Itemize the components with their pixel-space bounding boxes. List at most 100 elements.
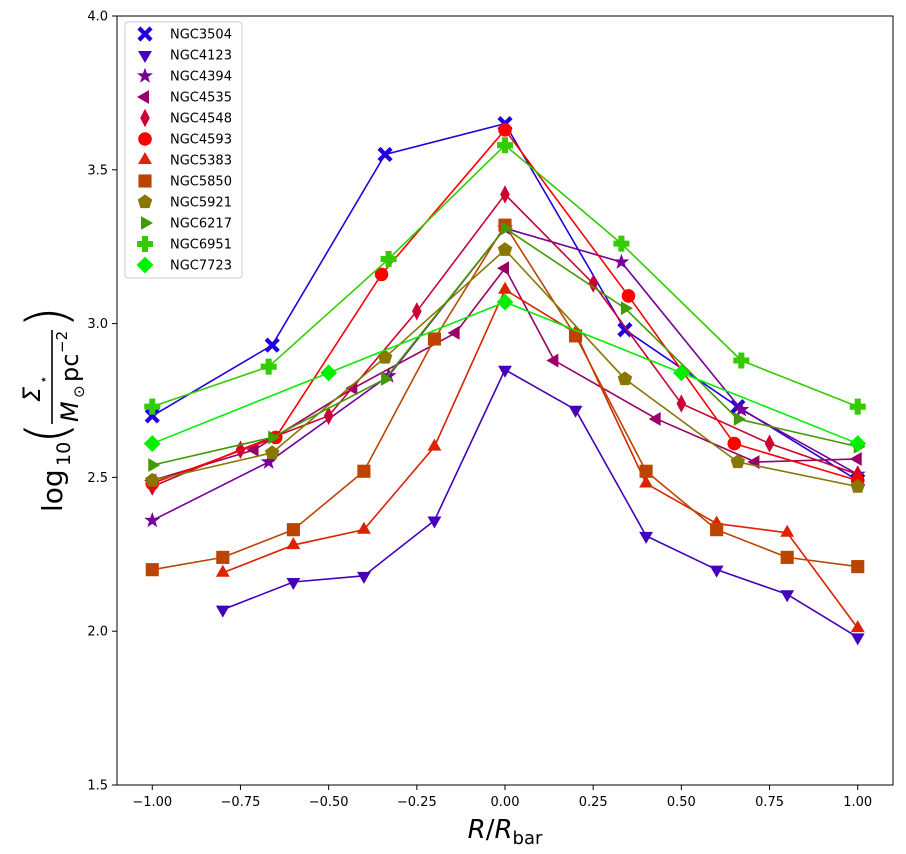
y-tick-label: 3.0 — [87, 317, 108, 332]
data-point-ngc4123 — [850, 633, 865, 646]
data-point-ngc4535 — [246, 442, 259, 457]
svg-text:⊙: ⊙ — [70, 385, 88, 398]
data-point-ngc3504 — [144, 408, 160, 424]
data-point-ngc5850 — [145, 563, 159, 577]
legend-label-ngc4123: NGC4123 — [170, 49, 232, 64]
data-point-ngc4123 — [215, 605, 230, 618]
y-tick-label: 3.5 — [87, 163, 108, 178]
data-point-ngc5921 — [145, 472, 160, 487]
legend-marker-ngc4123 — [138, 51, 152, 63]
svg-text:Σ: Σ — [18, 386, 46, 402]
data-point-ngc6217 — [381, 372, 394, 386]
x-tick-label: −1.00 — [132, 795, 172, 810]
legend: NGC3504 NGC4123 NGC4394 NGC4535 NGC4548 NGC45… — [124, 21, 243, 279]
data-point-ngc4394 — [733, 401, 750, 417]
x-tick-label: 0.75 — [755, 795, 784, 810]
x-tick-label: −0.50 — [309, 795, 349, 810]
data-point-ngc5383 — [427, 438, 442, 451]
series-ngc4123 — [215, 365, 865, 646]
data-point-ngc3504 — [264, 337, 280, 353]
data-point-ngc4394 — [260, 453, 277, 469]
data-point-ngc5850 — [286, 523, 300, 537]
data-point-ngc5383 — [286, 537, 301, 550]
legend-label-ngc4394: NGC4394 — [170, 70, 232, 85]
data-point-ngc6217 — [733, 412, 746, 426]
data-point-ngc5850 — [710, 523, 724, 537]
y-tick-label: 4.0 — [87, 10, 108, 25]
legend-marker-ngc5850 — [138, 174, 152, 188]
legend-marker-ngc4394 — [137, 67, 153, 83]
data-point-ngc4548 — [764, 434, 775, 453]
svg-text:log: log — [36, 469, 69, 512]
data-point-ngc4593 — [727, 436, 742, 451]
data-point-ngc7723 — [496, 293, 514, 311]
x-tick-label: 0.25 — [579, 795, 608, 810]
data-point-ngc4535 — [497, 261, 509, 276]
y-axis: 1.5 2.0 2.5 3.0 3.5 4.0 — [87, 10, 117, 794]
svg-text:R/Rbar: R/Rbar — [468, 815, 543, 849]
data-point-ngc4535 — [648, 412, 661, 426]
data-point-ngc7723 — [143, 435, 161, 452]
legend-label-ngc4535: NGC4535 — [170, 91, 232, 106]
legend-label-ngc6217: NGC6217 — [170, 217, 232, 232]
data-point-ngc5921 — [730, 454, 746, 469]
svg-text:⋆: ⋆ — [36, 375, 52, 384]
data-point-ngc4535 — [546, 353, 559, 368]
y-tick-label: 1.5 — [87, 779, 108, 794]
data-point-ngc4123 — [709, 565, 724, 578]
y-axis-title: log 10 ( Σ ⋆ M ⊙ pc −2 ) — [15, 306, 88, 512]
legend-label-ngc4593: NGC4593 — [170, 133, 232, 148]
data-point-ngc5921 — [264, 445, 280, 459]
data-point-ngc5921 — [850, 479, 865, 493]
data-point-ngc4123 — [780, 590, 795, 603]
data-point-ngc4123 — [286, 577, 301, 590]
series-layer — [143, 116, 867, 646]
legend-label-ngc4548: NGC4548 — [170, 112, 232, 127]
series-ngc7723 — [143, 293, 867, 452]
data-point-ngc4535 — [447, 325, 460, 340]
series-ngc5921 — [145, 242, 865, 493]
data-point-ngc4548 — [412, 302, 422, 321]
data-point-ngc4123 — [498, 365, 512, 378]
legend-marker-ngc4593 — [138, 132, 152, 146]
data-point-ngc5383 — [639, 475, 654, 488]
svg-text:10: 10 — [53, 442, 75, 466]
data-point-ngc6951 — [733, 352, 750, 369]
data-point-ngc5850 — [568, 329, 583, 343]
legend-label-ngc5383: NGC5383 — [170, 154, 232, 169]
data-point-ngc4394 — [613, 253, 630, 269]
data-point-ngc6951 — [144, 398, 161, 415]
data-point-ngc5850 — [639, 464, 653, 478]
legend-marker-ngc4535 — [137, 90, 149, 104]
data-point-ngc5921 — [377, 349, 393, 364]
legend-label-ngc5921: NGC5921 — [170, 196, 232, 211]
data-point-ngc5921 — [497, 242, 513, 256]
svg-text:(: ( — [15, 422, 80, 444]
svg-text:pc: pc — [56, 354, 84, 382]
data-point-ngc4593 — [621, 289, 636, 303]
x-tick-label: −0.75 — [221, 795, 261, 810]
svg-text:M: M — [56, 401, 84, 422]
data-point-ngc7723 — [320, 364, 338, 382]
data-point-ngc3504 — [377, 146, 393, 163]
legend-marker-ngc4548 — [140, 108, 150, 128]
data-point-ngc6951 — [849, 398, 866, 415]
x-tick-label: −0.25 — [397, 795, 437, 810]
data-point-ngc4535 — [849, 452, 862, 466]
legend-label-ngc7723: NGC7723 — [170, 259, 232, 274]
data-point-ngc5850 — [780, 550, 794, 564]
data-point-ngc5850 — [216, 550, 230, 564]
series-line-ngc5383 — [222, 288, 859, 629]
data-point-ngc4593 — [374, 267, 389, 282]
y-tick-label: 2.5 — [87, 471, 108, 486]
data-point-ngc5383 — [850, 620, 865, 633]
legend-marker-ngc5921 — [137, 194, 153, 209]
data-point-ngc5383 — [215, 564, 230, 577]
data-point-ngc4123 — [427, 516, 442, 529]
data-point-ngc7723 — [672, 364, 690, 382]
x-axis: −1.00 −0.75 −0.50 −0.25 0.00 0.25 0.50 0.75 1.00 — [132, 785, 872, 810]
data-point-ngc5383 — [780, 524, 795, 537]
legend-frame — [124, 21, 243, 279]
data-point-ngc6217 — [148, 458, 161, 473]
data-point-ngc5921 — [617, 371, 633, 386]
